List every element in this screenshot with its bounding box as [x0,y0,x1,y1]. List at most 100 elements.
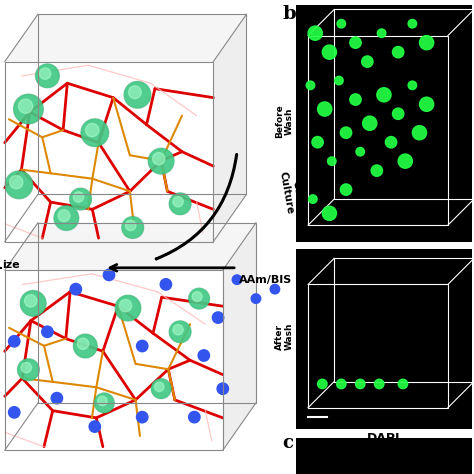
Circle shape [13,94,43,124]
Circle shape [377,29,386,37]
Circle shape [392,108,404,119]
Text: b: b [282,5,296,23]
Circle shape [306,81,315,90]
Circle shape [362,56,373,67]
Circle shape [189,411,200,423]
Circle shape [14,95,43,123]
Circle shape [6,172,32,198]
Circle shape [189,288,210,309]
Circle shape [9,175,23,189]
Circle shape [363,116,377,130]
Circle shape [173,197,183,207]
Circle shape [335,76,343,85]
Circle shape [124,82,151,108]
Circle shape [189,289,209,309]
Circle shape [70,188,91,210]
Circle shape [54,206,79,230]
Circle shape [251,294,261,303]
Circle shape [340,127,352,138]
Circle shape [98,396,107,406]
Circle shape [337,19,346,28]
Circle shape [377,88,391,102]
Circle shape [25,295,37,307]
Text: Before
Wash: Before Wash [275,104,294,138]
Polygon shape [5,270,223,450]
Text: c: c [282,434,293,452]
Text: DAPI: DAPI [367,432,401,445]
Circle shape [408,81,417,90]
Circle shape [198,350,210,361]
Circle shape [312,137,323,148]
Polygon shape [5,62,213,242]
Circle shape [270,284,280,294]
Circle shape [155,382,164,392]
Circle shape [173,325,183,335]
Circle shape [20,291,46,316]
Polygon shape [296,249,472,429]
Circle shape [73,192,84,202]
Circle shape [160,279,172,290]
Circle shape [122,217,144,238]
Circle shape [408,19,417,28]
Circle shape [374,379,384,389]
Circle shape [149,149,173,173]
Circle shape [55,206,78,230]
Circle shape [318,379,327,389]
Circle shape [328,157,336,165]
Text: Cell
Culture: Cell Culture [277,169,306,215]
Circle shape [74,335,97,357]
Circle shape [77,338,89,349]
Circle shape [58,210,70,222]
Circle shape [21,291,46,316]
Circle shape [9,407,20,418]
Circle shape [151,379,171,399]
Circle shape [356,147,365,156]
Circle shape [322,206,337,220]
Polygon shape [223,223,256,450]
Circle shape [308,26,322,40]
Circle shape [81,119,109,146]
Circle shape [392,46,404,58]
Circle shape [18,359,39,380]
Circle shape [36,64,59,87]
Circle shape [36,64,59,88]
Circle shape [94,393,114,413]
Text: After
Wash: After Wash [275,323,294,350]
Circle shape [398,154,412,168]
Circle shape [419,36,434,50]
Circle shape [169,193,191,215]
Circle shape [340,184,352,195]
Circle shape [82,119,108,146]
Circle shape [42,326,53,337]
Circle shape [119,300,132,312]
Circle shape [170,193,191,214]
Circle shape [85,123,99,137]
Polygon shape [5,223,256,270]
Circle shape [318,102,332,116]
Circle shape [137,340,148,352]
Circle shape [116,296,140,320]
Circle shape [125,82,150,108]
Circle shape [153,153,165,165]
Circle shape [89,421,100,432]
Circle shape [9,336,20,347]
Circle shape [115,295,141,321]
Circle shape [137,411,148,423]
Text: AAm/BIS: AAm/BIS [239,274,292,285]
Polygon shape [296,5,472,242]
FancyArrowPatch shape [156,155,237,259]
Polygon shape [296,438,472,474]
Circle shape [170,321,191,342]
Circle shape [322,45,337,59]
Polygon shape [213,14,246,242]
Text: ize: ize [2,260,20,271]
Circle shape [337,379,346,389]
Circle shape [412,126,427,140]
Circle shape [18,99,33,113]
Circle shape [398,379,408,389]
Circle shape [126,220,136,231]
Circle shape [169,321,191,343]
Circle shape [212,312,224,323]
Circle shape [232,275,242,284]
Circle shape [217,383,228,394]
